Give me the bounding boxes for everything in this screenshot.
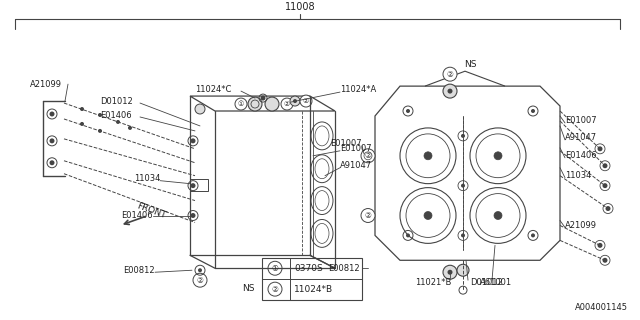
- Circle shape: [361, 209, 375, 222]
- Text: E01007: E01007: [565, 116, 596, 125]
- Text: ②: ②: [365, 151, 371, 160]
- Circle shape: [198, 268, 202, 272]
- Circle shape: [598, 243, 602, 248]
- Circle shape: [248, 97, 262, 111]
- Circle shape: [281, 98, 293, 110]
- Circle shape: [605, 206, 611, 211]
- Circle shape: [531, 233, 535, 237]
- Circle shape: [191, 213, 195, 218]
- Text: 11024*B: 11024*B: [294, 285, 333, 294]
- Circle shape: [268, 261, 282, 275]
- Circle shape: [80, 107, 84, 111]
- Text: ①: ①: [271, 264, 278, 273]
- Text: A91047: A91047: [565, 133, 597, 142]
- Text: ②: ②: [365, 211, 371, 220]
- Circle shape: [443, 84, 457, 98]
- Bar: [262, 258, 362, 300]
- Text: FRONT: FRONT: [135, 201, 167, 220]
- Text: 11021*B: 11021*B: [415, 278, 451, 287]
- Circle shape: [193, 273, 207, 287]
- Circle shape: [49, 160, 54, 165]
- Text: ②: ②: [447, 70, 453, 79]
- Circle shape: [494, 212, 502, 220]
- Circle shape: [191, 138, 195, 143]
- Text: E01406: E01406: [565, 151, 596, 160]
- Circle shape: [461, 184, 465, 188]
- Text: E00812: E00812: [328, 264, 360, 273]
- Circle shape: [457, 264, 469, 276]
- Circle shape: [268, 282, 282, 296]
- Text: 0370S: 0370S: [294, 264, 323, 273]
- Text: E01406: E01406: [122, 211, 153, 220]
- Circle shape: [80, 122, 84, 126]
- Circle shape: [406, 233, 410, 237]
- Circle shape: [598, 146, 602, 151]
- Circle shape: [49, 138, 54, 143]
- Text: A21099: A21099: [565, 221, 597, 230]
- Circle shape: [260, 96, 266, 100]
- Circle shape: [98, 129, 102, 133]
- Text: ②: ②: [271, 285, 278, 294]
- Circle shape: [447, 89, 452, 93]
- Text: A61001: A61001: [480, 278, 512, 287]
- Circle shape: [265, 97, 279, 111]
- Circle shape: [602, 258, 607, 263]
- Text: ①: ①: [238, 101, 244, 107]
- Text: NS: NS: [242, 284, 254, 293]
- Text: A21099: A21099: [30, 80, 62, 89]
- Text: 11024*A: 11024*A: [340, 84, 376, 94]
- Text: E00812: E00812: [124, 266, 155, 275]
- Circle shape: [461, 134, 465, 138]
- Circle shape: [290, 96, 300, 106]
- Circle shape: [531, 109, 535, 113]
- Circle shape: [447, 270, 452, 275]
- Text: 11034: 11034: [134, 174, 160, 183]
- Circle shape: [116, 120, 120, 124]
- Circle shape: [443, 67, 457, 81]
- Text: A004001145: A004001145: [575, 303, 628, 312]
- Text: A91047: A91047: [340, 161, 372, 170]
- Text: 11024*C: 11024*C: [195, 84, 232, 94]
- Text: E01406: E01406: [100, 111, 132, 121]
- Circle shape: [49, 111, 54, 116]
- Bar: [190, 179, 208, 191]
- Circle shape: [300, 95, 312, 107]
- Circle shape: [602, 163, 607, 168]
- Text: 11034: 11034: [565, 171, 591, 180]
- Text: E01007: E01007: [330, 139, 362, 148]
- Circle shape: [98, 113, 102, 117]
- Text: 11008: 11008: [285, 3, 316, 12]
- Circle shape: [461, 233, 465, 237]
- Text: ②: ②: [303, 98, 309, 104]
- Circle shape: [191, 183, 195, 188]
- Circle shape: [494, 152, 502, 160]
- Text: D01012: D01012: [470, 278, 503, 287]
- Text: E01007: E01007: [340, 144, 372, 153]
- Circle shape: [424, 152, 432, 160]
- Circle shape: [235, 98, 247, 110]
- Text: ②: ②: [284, 101, 290, 107]
- Circle shape: [293, 99, 297, 103]
- Circle shape: [128, 126, 132, 130]
- Circle shape: [602, 183, 607, 188]
- Circle shape: [424, 212, 432, 220]
- Text: D01012: D01012: [100, 97, 132, 106]
- Circle shape: [195, 104, 205, 114]
- Circle shape: [361, 149, 375, 163]
- Text: ②: ②: [196, 276, 204, 285]
- Circle shape: [406, 109, 410, 113]
- Text: NS: NS: [464, 60, 476, 69]
- Circle shape: [443, 265, 457, 279]
